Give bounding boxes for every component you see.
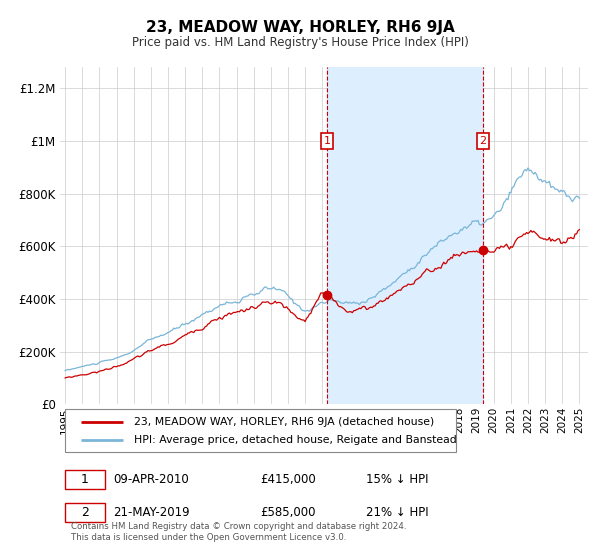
Text: 09-APR-2010: 09-APR-2010 <box>113 473 188 486</box>
Text: 23, MEADOW WAY, HORLEY, RH6 9JA (detached house): 23, MEADOW WAY, HORLEY, RH6 9JA (detache… <box>134 417 434 427</box>
FancyBboxPatch shape <box>65 503 105 522</box>
Text: HPI: Average price, detached house, Reigate and Banstead: HPI: Average price, detached house, Reig… <box>134 436 457 445</box>
Text: 21-MAY-2019: 21-MAY-2019 <box>113 506 190 519</box>
Text: 1: 1 <box>323 136 331 146</box>
Text: 1: 1 <box>81 473 89 486</box>
Text: 21% ↓ HPI: 21% ↓ HPI <box>366 506 429 519</box>
Text: 2: 2 <box>81 506 89 519</box>
Text: £415,000: £415,000 <box>260 473 316 486</box>
Bar <box>327 67 483 404</box>
Text: 15% ↓ HPI: 15% ↓ HPI <box>366 473 429 486</box>
FancyBboxPatch shape <box>65 409 456 452</box>
Text: 2: 2 <box>479 136 487 146</box>
Text: 23, MEADOW WAY, HORLEY, RH6 9JA: 23, MEADOW WAY, HORLEY, RH6 9JA <box>146 20 454 35</box>
FancyBboxPatch shape <box>65 470 105 489</box>
Text: Price paid vs. HM Land Registry's House Price Index (HPI): Price paid vs. HM Land Registry's House … <box>131 36 469 49</box>
Text: £585,000: £585,000 <box>260 506 316 519</box>
Text: Contains HM Land Registry data © Crown copyright and database right 2024.
This d: Contains HM Land Registry data © Crown c… <box>71 522 406 542</box>
